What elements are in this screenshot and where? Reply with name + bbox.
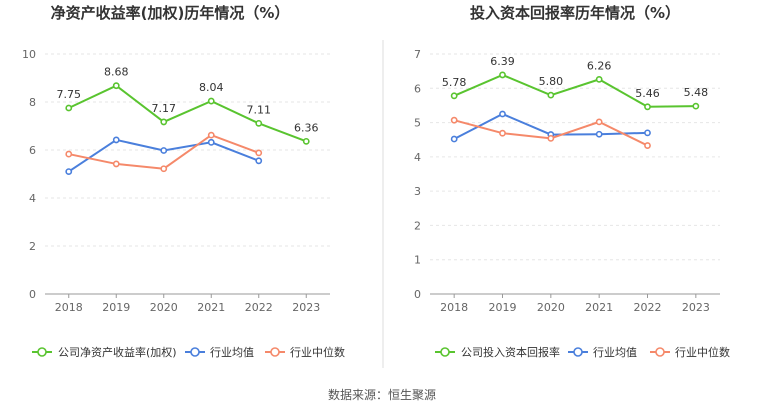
data-point bbox=[255, 149, 263, 157]
x-tick-label: 2023 bbox=[292, 301, 320, 314]
legend-swatch-marker bbox=[573, 347, 583, 357]
data-point bbox=[644, 129, 651, 137]
x-tick-label: 2020 bbox=[150, 301, 178, 314]
data-point bbox=[499, 129, 506, 137]
x-tick-label: 2021 bbox=[585, 301, 613, 314]
data-label: 6.39 bbox=[490, 55, 515, 68]
data-label: 6.26 bbox=[587, 59, 612, 72]
data-label: 8.04 bbox=[199, 81, 224, 94]
data-point bbox=[207, 97, 215, 105]
data-point bbox=[450, 116, 458, 124]
legend-swatch-marker bbox=[37, 347, 47, 357]
x-tick-label: 2023 bbox=[682, 301, 710, 314]
x-tick-label: 2019 bbox=[102, 301, 130, 314]
data-point bbox=[450, 92, 458, 100]
y-tick-label: 6 bbox=[29, 144, 36, 157]
data-point bbox=[595, 75, 603, 83]
data-point bbox=[112, 82, 120, 90]
x-tick-label: 2018 bbox=[55, 301, 83, 314]
data-point bbox=[255, 119, 263, 127]
y-tick-label: 0 bbox=[29, 288, 36, 301]
legend-label: 行业中位数 bbox=[675, 345, 730, 359]
series-line bbox=[453, 73, 696, 108]
data-point bbox=[112, 160, 120, 168]
x-tick-label: 2020 bbox=[537, 301, 565, 314]
x-tick-label: 2022 bbox=[245, 301, 273, 314]
data-point bbox=[160, 165, 168, 173]
legend-label: 行业中位数 bbox=[290, 345, 345, 359]
data-point bbox=[207, 138, 215, 146]
y-tick-label: 4 bbox=[414, 151, 421, 164]
x-tick-label: 2021 bbox=[197, 301, 225, 314]
x-tick-label: 2019 bbox=[489, 301, 517, 314]
data-label: 8.68 bbox=[104, 66, 129, 79]
y-tick-label: 8 bbox=[29, 96, 36, 109]
data-point bbox=[255, 157, 263, 165]
y-tick-label: 2 bbox=[29, 240, 36, 253]
data-point bbox=[450, 135, 458, 143]
data-label: 7.17 bbox=[152, 102, 177, 115]
y-tick-label: 5 bbox=[414, 117, 421, 130]
data-label: 5.48 bbox=[684, 86, 709, 99]
data-source-note: 数据来源：恒生聚源 bbox=[328, 387, 436, 402]
data-label: 5.46 bbox=[635, 87, 660, 100]
legend-label: 行业均值 bbox=[593, 346, 637, 359]
data-point bbox=[160, 147, 168, 154]
data-point bbox=[644, 142, 651, 149]
data-point bbox=[595, 130, 603, 138]
data-point bbox=[65, 168, 73, 175]
y-tick-label: 2 bbox=[414, 219, 421, 232]
data-point bbox=[302, 137, 310, 145]
data-label: 6.36 bbox=[294, 121, 319, 134]
legend-swatch-marker bbox=[270, 347, 280, 357]
y-tick-label: 10 bbox=[22, 48, 36, 61]
y-tick-label: 7 bbox=[414, 48, 421, 61]
data-point bbox=[644, 103, 651, 111]
data-point bbox=[547, 134, 555, 142]
data-point bbox=[65, 150, 73, 158]
data-point bbox=[595, 118, 603, 126]
data-point bbox=[692, 102, 700, 110]
legend-swatch-marker bbox=[440, 347, 450, 357]
legend-label: 公司净资产收益率(加权) bbox=[58, 345, 177, 359]
legend-swatch-marker bbox=[190, 347, 200, 357]
data-point bbox=[160, 118, 168, 126]
data-label: 5.80 bbox=[539, 75, 564, 88]
legend-swatch-marker bbox=[655, 347, 665, 357]
y-tick-label: 0 bbox=[414, 288, 421, 301]
y-tick-label: 6 bbox=[414, 82, 421, 95]
data-label: 7.75 bbox=[57, 88, 82, 101]
y-tick-label: 4 bbox=[29, 192, 36, 205]
data-point bbox=[65, 104, 73, 112]
data-point bbox=[499, 110, 506, 118]
y-tick-label: 1 bbox=[414, 254, 421, 267]
data-label: 5.78 bbox=[442, 76, 467, 89]
y-tick-label: 3 bbox=[414, 185, 421, 198]
series-line bbox=[68, 84, 307, 143]
x-tick-label: 2018 bbox=[440, 301, 468, 314]
data-point bbox=[499, 71, 506, 79]
chart-panel-2: 投入资本回报率历年情况（%） 0 1 2 3 4 5 6 7 2018 2019 2020 2021 20… bbox=[414, 4, 730, 359]
data-point bbox=[112, 136, 120, 144]
chart-title: 净资产收益率(加权)历年情况（%） bbox=[51, 4, 290, 22]
legend-label: 行业均值 bbox=[210, 346, 254, 359]
chart-panel-1: 净资产收益率(加权)历年情况（%） 0 2 4 6 8 10 2018 2019 2020 2021… bbox=[22, 4, 345, 359]
data-point bbox=[547, 91, 555, 99]
data-label: 7.11 bbox=[247, 103, 272, 116]
legend-label: 公司投入资本回报率 bbox=[461, 345, 560, 359]
data-point bbox=[207, 131, 215, 139]
chart-title: 投入资本回报率历年情况（%） bbox=[470, 4, 680, 22]
x-tick-label: 2022 bbox=[634, 301, 662, 314]
